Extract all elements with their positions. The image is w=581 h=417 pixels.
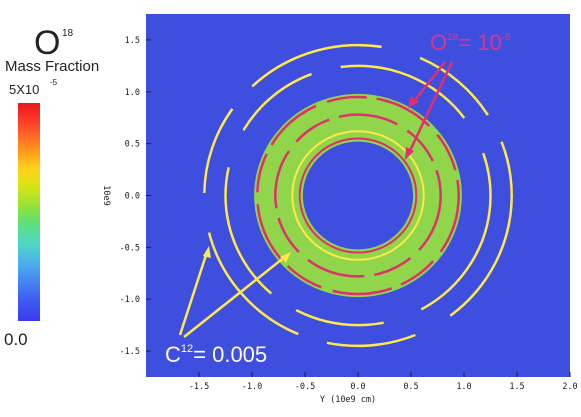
colorbar-title: O — [34, 24, 61, 62]
c12-contour-2 — [203, 43, 513, 348]
c12-contour-0 — [291, 130, 425, 261]
c12-arrow-right — [183, 255, 287, 338]
c12-contour-1 — [224, 64, 492, 327]
x-tick-label: -1.5 — [189, 382, 209, 392]
colorbar-max-label: 5X10 — [9, 82, 40, 97]
x-tick-label: 0.5 — [403, 382, 418, 392]
colorbar-title-superscript: 18 — [62, 28, 74, 39]
axis-ticks: -1.5 -1.0 -0.5 0.0 0.5 1.0 1.5 2.0 -1.5 -1.0 -0.5 0… — [101, 36, 578, 405]
colorbar-subtitle: Mass Fraction — [5, 58, 100, 75]
o18-arrow-lower — [406, 61, 454, 156]
x-tick-label: 0.0 — [350, 382, 365, 392]
plot-background — [146, 14, 570, 377]
o18-contour-2 — [256, 95, 460, 296]
o18-contour-1 — [274, 113, 442, 278]
o18-contour-0 — [298, 137, 418, 254]
x-tick-label: 1.5 — [509, 382, 524, 392]
ring-layer — [254, 93, 462, 298]
o18-arrowhead-upper — [408, 96, 419, 108]
y-axis-label: 10e9 — [101, 185, 111, 205]
c12-arrowhead-right — [280, 252, 291, 263]
x-tick-label: 1.0 — [456, 382, 471, 392]
y-tick-label: 1.5 — [125, 36, 140, 46]
o18-arrowhead-lower — [405, 147, 414, 160]
x-axis-label: Y (10e9 cm) — [320, 395, 376, 405]
o18-annotation: O18= 10-8 — [430, 30, 511, 55]
x-tick-label: 2.0 — [562, 382, 577, 392]
y-tick-label: -0.5 — [120, 243, 140, 253]
x-tick-label: -1.0 — [242, 382, 262, 392]
colorbar-max-exponent: -5 — [50, 78, 58, 87]
y-tick-label: 0.0 — [125, 192, 140, 202]
contour-layer — [203, 43, 513, 348]
colorbar-min-label: 0.0 — [4, 330, 28, 349]
y-tick-label: 0.5 — [125, 140, 140, 150]
y-tick-label: 1.0 — [125, 88, 140, 98]
x-tick-label: -0.5 — [295, 382, 315, 392]
y-tick-label: -1.0 — [120, 295, 140, 305]
c12-arrow-left — [178, 251, 209, 336]
mass-fraction-ring — [254, 93, 462, 298]
o18-arrow-upper — [411, 61, 446, 105]
c12-annotation: C12= 0.005 — [165, 342, 267, 367]
c12-arrowhead-left — [203, 246, 211, 258]
colorbar-gradient — [18, 103, 40, 321]
y-tick-label: -1.5 — [120, 347, 140, 357]
